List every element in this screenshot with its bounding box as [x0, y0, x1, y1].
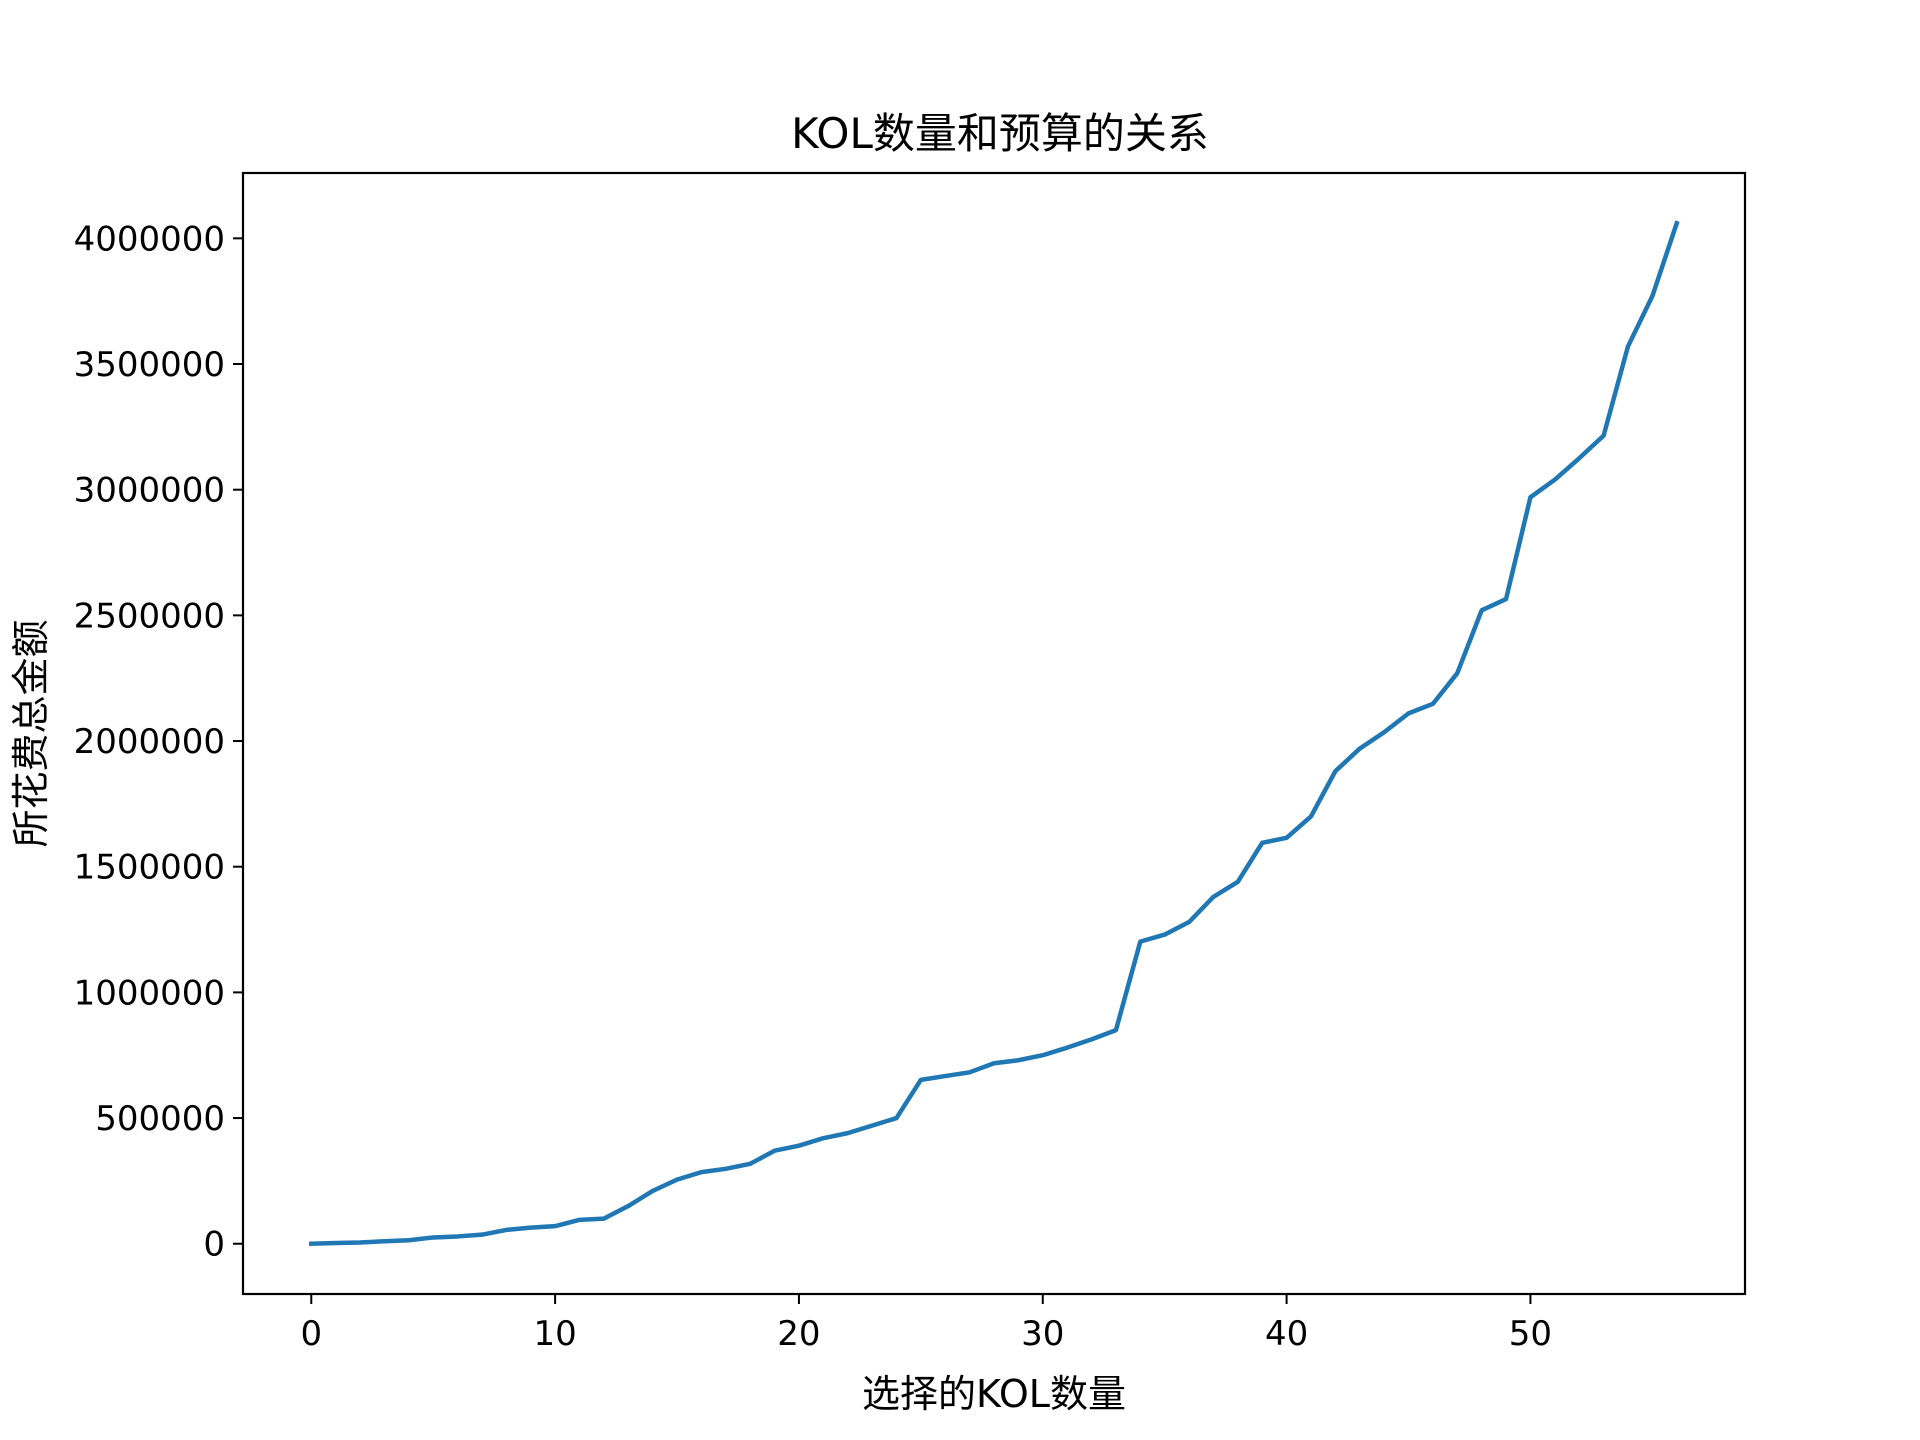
y-axis: 0 500000 1000000 1500000 2000000 2500000 30000…: [74, 219, 243, 1265]
x-tick-label: 0: [300, 1314, 322, 1354]
x-tick-label: 50: [1509, 1314, 1552, 1354]
y-tick-label: 1000000: [74, 973, 225, 1013]
x-axis-label: 选择的KOL数量: [862, 1372, 1126, 1416]
y-tick-label: 500000: [95, 1099, 225, 1139]
y-tick-label: 2000000: [74, 722, 225, 762]
plot-area-frame: [241, 171, 1747, 1296]
x-tick-label: 10: [533, 1314, 576, 1354]
series-layer: [308, 220, 1680, 1247]
x-tick-label: 30: [1021, 1314, 1064, 1354]
x-tick-label: 40: [1265, 1314, 1308, 1354]
y-tick-label: 1500000: [74, 848, 225, 888]
y-tick-label: 3500000: [74, 345, 225, 385]
x-axis: 0 10 20 30 40 50: [300, 1294, 1552, 1354]
y-axis-label: 所花费总金额: [9, 619, 53, 847]
x-tick-label: 20: [777, 1314, 820, 1354]
y-tick-label: 3000000: [74, 471, 225, 511]
y-tick-label: 4000000: [74, 219, 225, 259]
series-line: [308, 220, 1680, 1247]
y-tick-label: 2500000: [74, 596, 225, 636]
y-tick-label: 0: [203, 1225, 225, 1265]
chart-title: KOL数量和预算的关系: [791, 109, 1209, 158]
